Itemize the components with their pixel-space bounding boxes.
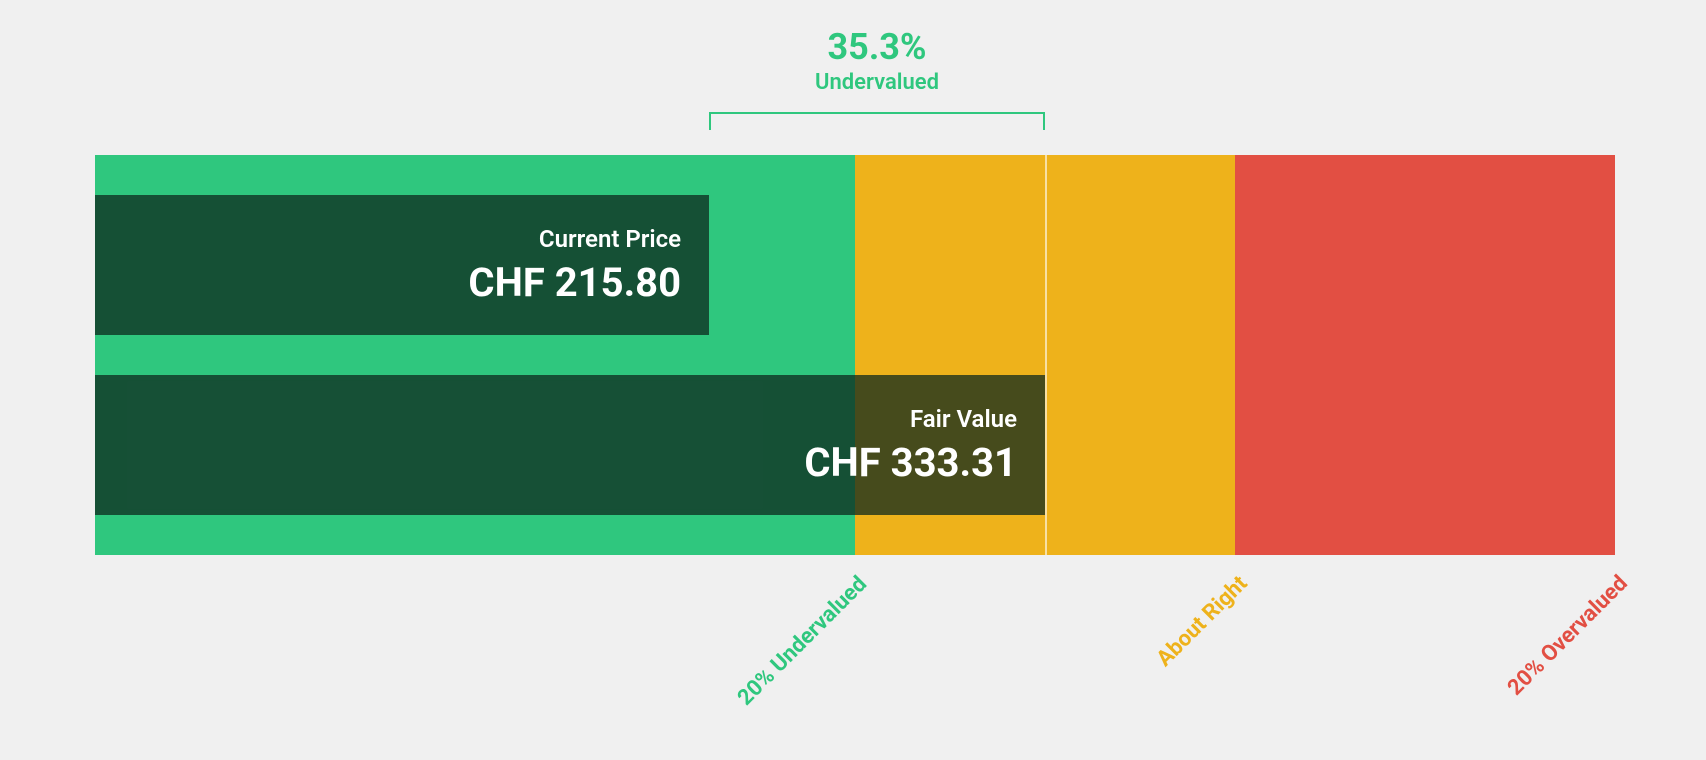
zone-overvalued xyxy=(1235,155,1615,555)
valuation-header: 35.3% Undervalued xyxy=(815,28,939,95)
axis-label-overvalued: 20% Overvalued xyxy=(1503,571,1633,701)
axis-label-undervalued: 20% Undervalued xyxy=(733,571,872,710)
valuation-chart: 35.3% Undervalued Current Price CHF 215.… xyxy=(0,0,1706,760)
current-price-value: CHF 215.80 xyxy=(468,259,681,306)
current-price-label: Current Price xyxy=(539,225,681,253)
fair-value-bar: Fair Value CHF 333.31 xyxy=(95,375,1045,515)
fair-value-value: CHF 333.31 xyxy=(804,439,1017,486)
fair-value-separator xyxy=(1045,155,1047,555)
valuation-percent: 35.3% xyxy=(815,28,939,68)
valuation-status: Undervalued xyxy=(815,70,939,95)
axis-label-about-right: About Right xyxy=(1152,571,1252,671)
current-price-bar: Current Price CHF 215.80 xyxy=(95,195,709,335)
gap-bracket xyxy=(709,112,1045,130)
fair-value-label: Fair Value xyxy=(910,405,1017,433)
